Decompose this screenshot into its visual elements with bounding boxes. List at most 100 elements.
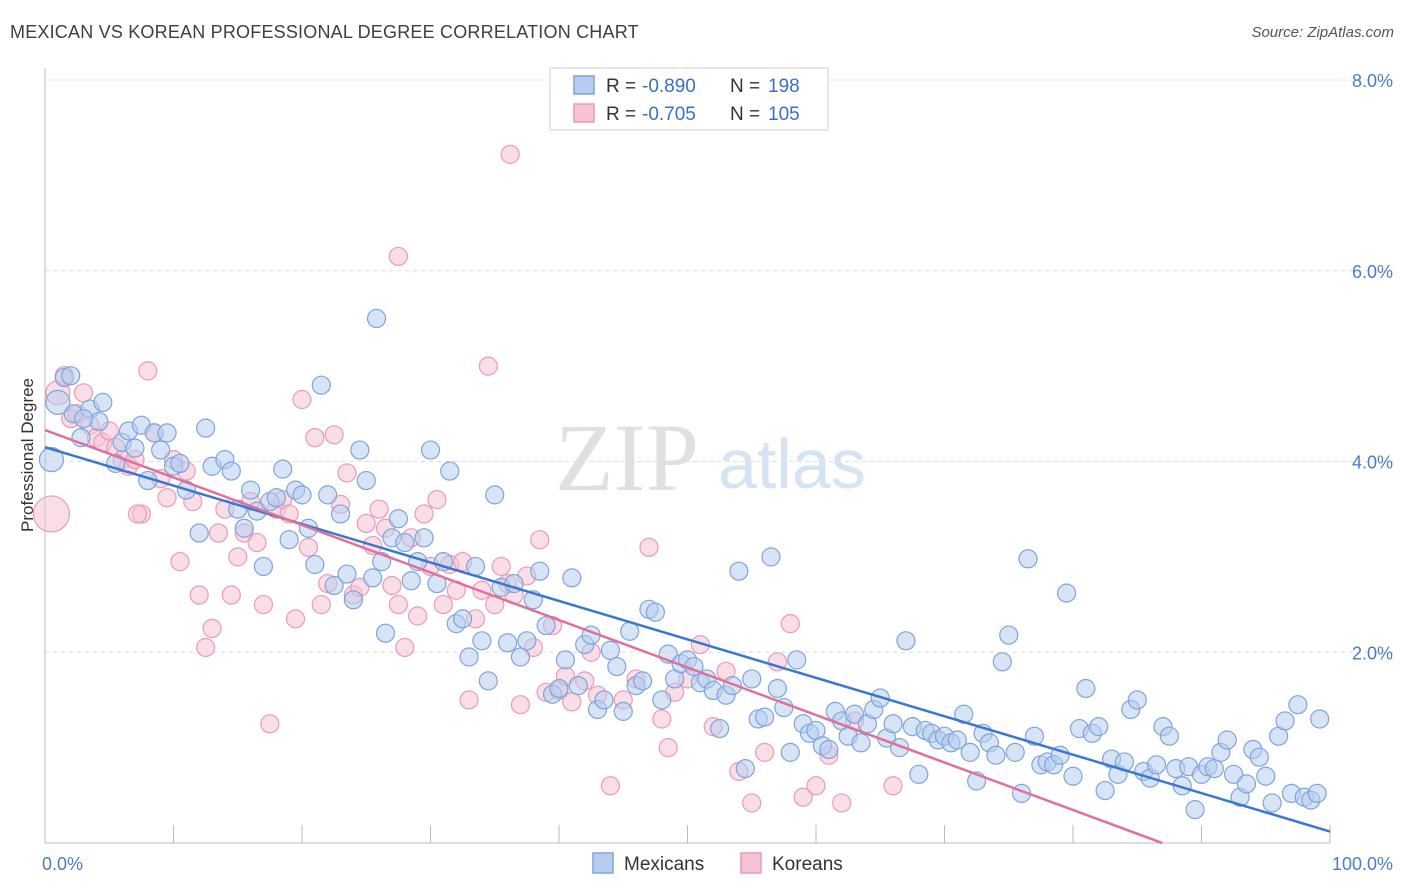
mexican-point-185 xyxy=(1256,766,1276,786)
mexican-point-38 xyxy=(318,485,338,505)
mexican-point-131 xyxy=(909,764,929,784)
korean-point-5 xyxy=(73,383,94,403)
mexican-point-182 xyxy=(1236,774,1257,794)
korean-point-58 xyxy=(414,504,434,524)
korean-point-104 xyxy=(832,793,852,813)
mexican-point-19 xyxy=(189,523,209,543)
mexican-point-63 xyxy=(472,631,492,651)
korean-point-32 xyxy=(247,532,267,553)
legend-r-label-1: R = xyxy=(606,76,636,97)
korean-point-42 xyxy=(311,594,331,615)
y-tick-label-0: 2.0% xyxy=(1352,643,1393,663)
mexican-point-15 xyxy=(157,423,177,443)
korean-point-28 xyxy=(221,585,241,605)
mexican-point-190 xyxy=(1288,695,1308,715)
mexican-point-48 xyxy=(375,623,396,643)
mexican-point-168 xyxy=(1146,755,1167,775)
y-tick-labels: 2.0% 4.0% 6.0% 8.0% xyxy=(1352,71,1393,663)
mexican-point-139 xyxy=(960,742,980,762)
koreans-trend-line xyxy=(44,428,1163,845)
mexican-point-82 xyxy=(594,690,614,710)
legend-n-value-2: 105 xyxy=(768,104,800,125)
korean-point-15 xyxy=(138,361,158,381)
mexican-point-148 xyxy=(1018,549,1038,569)
mexican-point-84 xyxy=(607,656,627,677)
mexican-point-105 xyxy=(742,669,762,689)
y-tick-label-3: 8.0% xyxy=(1352,71,1393,91)
mexican-point-45 xyxy=(363,568,383,588)
mexican-point-127 xyxy=(883,714,903,734)
mexican-point-78 xyxy=(568,676,588,696)
mexican-point-103 xyxy=(729,561,749,581)
mexican-point-28 xyxy=(253,556,274,577)
korean-point-39 xyxy=(292,389,312,410)
korean-point-109 xyxy=(127,504,148,524)
mexican-point-10 xyxy=(125,438,145,458)
watermark: ZIP atlas xyxy=(555,404,866,511)
mexican-point-154 xyxy=(1056,583,1077,603)
mexican-point-67 xyxy=(498,633,518,653)
legend-swatch-pink xyxy=(573,103,595,123)
mexican-point-146 xyxy=(1005,742,1025,762)
mexican-point-145 xyxy=(999,625,1019,645)
korean-point-24 xyxy=(196,637,216,658)
mexican-point-174 xyxy=(1185,800,1205,820)
korean-point-49 xyxy=(356,513,376,534)
legend-box xyxy=(549,67,829,131)
mexican-point-186 xyxy=(1262,793,1282,813)
bottom-legend-mexicans: Mexicans xyxy=(624,854,704,875)
korean-point-34 xyxy=(260,714,280,734)
bottom-legend-swatch-mexicans xyxy=(592,852,614,874)
korean-point-97 xyxy=(742,793,762,813)
watermark-atlas: atlas xyxy=(718,425,866,503)
mexican-point-155 xyxy=(1063,766,1083,786)
mexican-point-64 xyxy=(478,671,498,691)
korean-point-29 xyxy=(228,547,248,567)
korean-point-55 xyxy=(395,637,415,658)
korean-point-44 xyxy=(324,425,344,445)
legend-swatch-blue xyxy=(573,75,595,95)
mexican-point-112 xyxy=(787,650,807,670)
korean-point-68 xyxy=(478,356,498,376)
mexican-point-91 xyxy=(652,690,672,710)
korean-point-33 xyxy=(253,594,274,615)
mexican-point-58 xyxy=(440,461,460,481)
mexican-point-60 xyxy=(453,609,473,629)
mexican-point-108 xyxy=(761,547,781,567)
mexican-point-41 xyxy=(337,564,357,584)
mexican-point-195 xyxy=(45,389,71,415)
korean-point-0 xyxy=(32,495,71,533)
korean-point-61 xyxy=(433,594,453,615)
y-tick-label-2: 6.0% xyxy=(1352,262,1393,282)
mexican-point-76 xyxy=(555,650,576,670)
mexican-point-14 xyxy=(151,440,171,460)
mexican-point-72 xyxy=(530,561,550,581)
mexican-point-90 xyxy=(645,602,665,622)
korean-point-99 xyxy=(767,652,788,672)
korean-point-60 xyxy=(427,490,447,510)
korean-point-88 xyxy=(639,537,659,557)
mexican-point-194 xyxy=(1310,709,1330,729)
mexican-point-180 xyxy=(1224,764,1244,784)
mexican-point-144 xyxy=(992,652,1012,672)
mexican-point-165 xyxy=(1127,690,1147,710)
mexican-point-188 xyxy=(1275,711,1295,731)
korean-point-98 xyxy=(754,742,775,762)
korean-point-85 xyxy=(600,776,621,796)
korean-point-46 xyxy=(337,463,357,483)
legend-r-label-2: R = xyxy=(606,104,636,125)
mexican-point-31 xyxy=(273,459,293,479)
mexican-point-52 xyxy=(401,571,421,591)
mexican-point-0 xyxy=(38,446,65,473)
korean-point-54 xyxy=(388,594,408,615)
mexican-point-65 xyxy=(485,485,505,505)
mexican-point-77 xyxy=(562,568,582,588)
legend: R = -0.890 N = 198 R = -0.705 N = 105 xyxy=(549,67,829,131)
korean-point-40 xyxy=(298,537,319,557)
watermark-zip: ZIP xyxy=(555,404,699,511)
chart-title: MEXICAN VS KOREAN PROFESSIONAL DEGREE CO… xyxy=(10,22,639,42)
mexican-point-73 xyxy=(536,615,556,636)
korean-point-76 xyxy=(530,530,550,550)
mexican-point-160 xyxy=(1095,780,1115,801)
korean-point-38 xyxy=(285,609,306,629)
